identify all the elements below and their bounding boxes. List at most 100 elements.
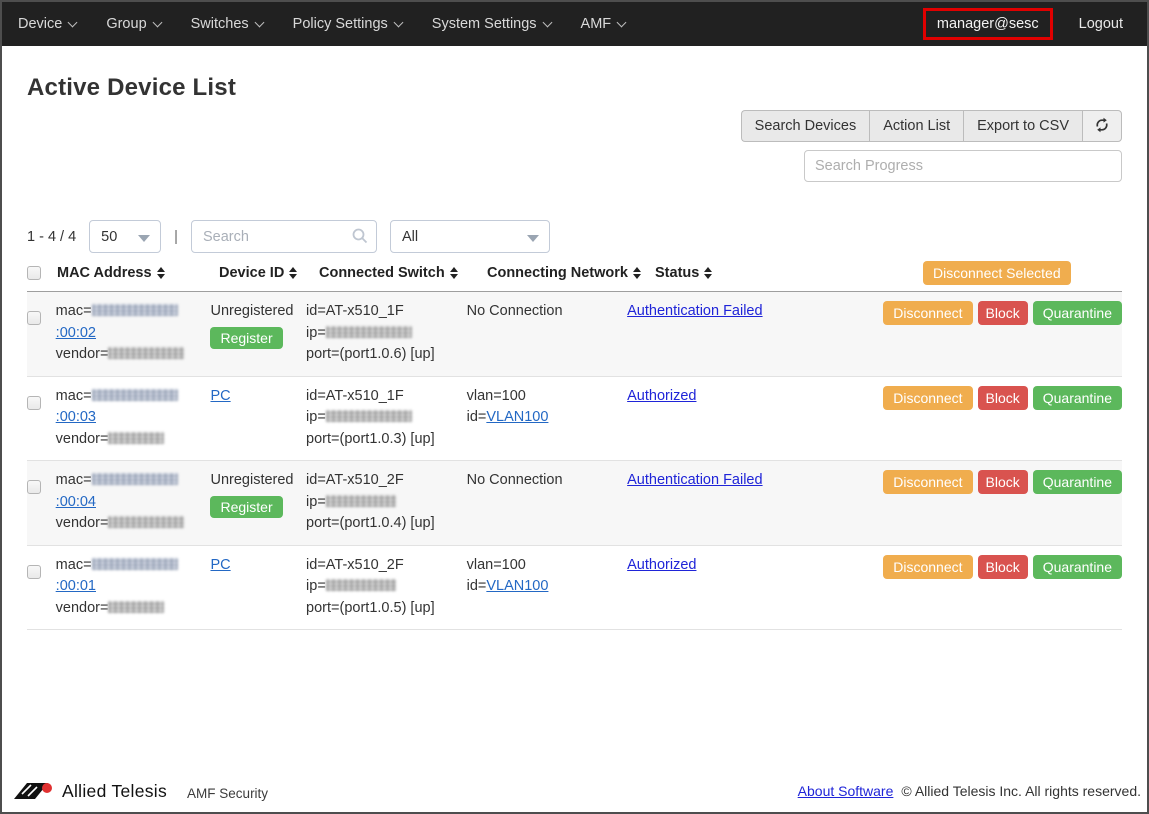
quarantine-button[interactable]: Quarantine <box>1032 554 1123 579</box>
nav-menu-group[interactable]: Group <box>106 16 163 32</box>
device-id-value[interactable]: Unregistered <box>210 472 294 488</box>
row-checkbox[interactable] <box>27 311 41 325</box>
action-list-button[interactable]: Action List <box>869 110 964 142</box>
allied-telesis-logo-icon <box>14 783 52 799</box>
device-id-value[interactable]: PC <box>210 387 231 404</box>
logged-in-user: manager@sesc <box>922 8 1053 40</box>
chevron-down-icon <box>67 17 78 27</box>
block-button[interactable]: Block <box>977 470 1028 494</box>
ip-prefix: ip= <box>306 409 326 425</box>
nav-menu-device[interactable]: Device <box>18 16 78 32</box>
toolbar-button-group: Search Devices Action List Export to CSV <box>740 110 1122 142</box>
quarantine-button[interactable]: Quarantine <box>1032 301 1123 325</box>
block-button[interactable]: Block <box>977 554 1028 579</box>
chevron-down-icon <box>393 17 404 27</box>
vendor-prefix: vendor= <box>55 346 109 362</box>
network-line1: vlan=100 <box>466 387 526 404</box>
chevron-down-icon <box>542 17 552 27</box>
redacted-ip <box>325 494 396 507</box>
nav-menu-system-settings[interactable]: System Settings <box>432 16 552 32</box>
caret-down-icon <box>526 235 539 242</box>
table-row: mac=:00:04 vendor= Unregistered Register… <box>27 461 1123 546</box>
network-link-line: id=VLAN100 <box>466 578 549 594</box>
chevron-down-icon <box>616 17 627 27</box>
header-device-id[interactable]: Device ID <box>219 259 319 281</box>
product-name: AMF Security <box>187 785 269 801</box>
chevron-down-icon <box>152 17 163 27</box>
header-status[interactable]: Status <box>655 259 923 281</box>
sort-icon <box>156 267 165 279</box>
quarantine-button[interactable]: Quarantine <box>1032 385 1123 410</box>
header-connected-switch[interactable]: Connected Switch <box>319 259 487 281</box>
switch-id: id=AT-x510_1F <box>306 303 404 319</box>
table-search-input[interactable] <box>190 220 377 253</box>
row-checkbox[interactable] <box>27 564 41 579</box>
quarantine-button[interactable]: Quarantine <box>1032 470 1123 494</box>
nav-label: Group <box>106 16 147 32</box>
network-line1: vlan=100 <box>466 556 526 573</box>
block-button[interactable]: Block <box>977 301 1028 325</box>
disconnect-button[interactable]: Disconnect <box>883 470 973 494</box>
status-link[interactable]: Authorized <box>627 556 697 573</box>
row-checkbox[interactable] <box>27 395 41 410</box>
select-all-checkbox[interactable] <box>27 266 41 280</box>
vlan-link[interactable]: VLAN100 <box>486 409 549 425</box>
register-button[interactable]: Register <box>210 326 283 349</box>
mac-prefix: mac= <box>55 556 92 573</box>
switch-id: id=AT-x510_2F <box>306 472 404 488</box>
separator: | <box>174 228 178 245</box>
export-csv-button[interactable]: Export to CSV <box>963 110 1082 142</box>
table-row: mac=:00:03 vendor= PC id=AT-x510_1F ip= … <box>27 377 1123 461</box>
network-line1: No Connection <box>466 472 563 488</box>
switch-id: id=AT-x510_2F <box>306 556 404 573</box>
header-mac-address[interactable]: MAC Address <box>57 259 219 281</box>
disconnect-button[interactable]: Disconnect <box>883 554 973 579</box>
register-button[interactable]: Register <box>210 495 283 518</box>
header-connecting-network[interactable]: Connecting Network <box>487 259 655 281</box>
device-id-value[interactable]: PC <box>210 556 231 573</box>
disconnect-button[interactable]: Disconnect <box>883 301 973 325</box>
redacted-mac <box>91 304 178 316</box>
mac-prefix: mac= <box>55 472 92 488</box>
status-link[interactable]: Authentication Failed <box>627 472 763 488</box>
disconnect-button[interactable]: Disconnect <box>883 385 973 410</box>
sort-icon <box>632 267 641 279</box>
mac-address-link[interactable]: :00:04 <box>56 472 178 510</box>
nav-menu-policy-settings[interactable]: Policy Settings <box>293 16 404 32</box>
mac-prefix: mac= <box>55 387 92 404</box>
row-checkbox[interactable] <box>27 480 41 494</box>
mac-address-link[interactable]: :00:03 <box>56 388 178 425</box>
page-size-select[interactable]: 50 <box>89 220 162 253</box>
redacted-vendor <box>108 516 185 528</box>
block-button[interactable]: Block <box>977 385 1028 410</box>
logout-button[interactable]: Logout <box>1078 16 1123 32</box>
switch-port: port=(port1.0.3) [up] <box>306 430 435 447</box>
status-link[interactable]: Authorized <box>627 387 697 404</box>
nav-menu-switches[interactable]: Switches <box>191 16 265 32</box>
ip-prefix: ip= <box>306 324 326 341</box>
filter-select[interactable]: All <box>389 220 550 253</box>
redacted-ip <box>325 325 412 338</box>
vlan-link[interactable]: VLAN100 <box>486 578 549 594</box>
device-id-value[interactable]: Unregistered <box>210 303 294 319</box>
page-footer: Allied Telesis AMF Security About Softwa… <box>2 770 1147 812</box>
about-software-link[interactable]: About Software <box>797 783 894 799</box>
redacted-vendor <box>108 600 165 613</box>
mac-address-link[interactable]: :00:01 <box>56 557 178 594</box>
disconnect-selected-button[interactable]: Disconnect Selected <box>923 261 1071 285</box>
filter-value: All <box>401 228 419 245</box>
sort-icon <box>289 267 298 279</box>
status-link[interactable]: Authentication Failed <box>627 303 763 319</box>
refresh-button[interactable] <box>1082 110 1122 142</box>
table-row: mac=:00:02 vendor= Unregistered Register… <box>27 292 1123 377</box>
brand-name: Allied Telesis <box>62 780 168 801</box>
search-devices-button[interactable]: Search Devices <box>740 110 870 142</box>
search-icon <box>352 228 368 244</box>
switch-port: port=(port1.0.6) [up] <box>306 346 435 362</box>
nav-menu-amf[interactable]: AMF <box>581 16 627 32</box>
redacted-ip <box>325 579 396 591</box>
vendor-prefix: vendor= <box>55 599 109 616</box>
mac-address-link[interactable]: :00:02 <box>56 303 178 341</box>
search-progress-input[interactable] <box>804 150 1122 182</box>
